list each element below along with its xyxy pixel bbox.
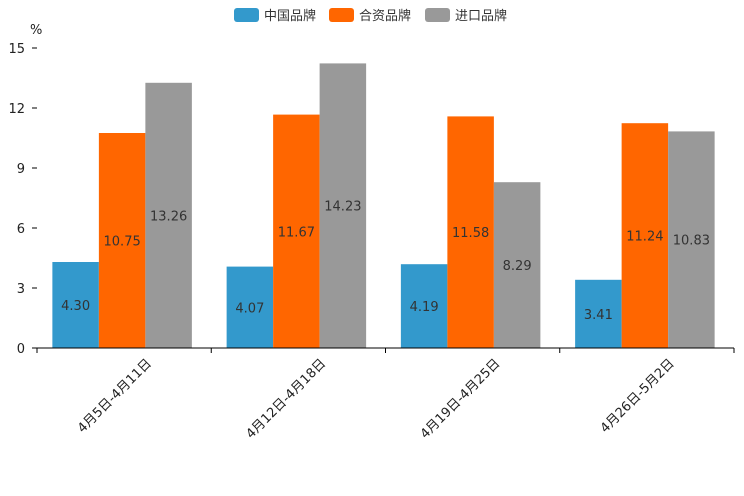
bar-value-label: 10.83 <box>673 234 710 249</box>
x-tick-label: 4月12日-4月18日 <box>243 356 329 442</box>
bar-3-1 <box>145 82 192 349</box>
bar-2-1 <box>98 133 146 348</box>
y-tick-label: 12 <box>8 102 25 117</box>
bar-2-4 <box>621 123 669 348</box>
y-tick-label: 9 <box>17 162 25 177</box>
bar-value-label: 10.75 <box>104 235 141 250</box>
bar-2-3 <box>447 116 494 349</box>
bar-1-2 <box>226 266 274 348</box>
x-tick-label: 4月19日-4月25日 <box>418 356 504 442</box>
bar-value-label: 4.30 <box>61 299 90 314</box>
bar-3-3 <box>493 182 541 348</box>
legend-swatch <box>425 8 450 22</box>
bars: 4.30 10.75 13.26 4.07 11.67 14.23 4.19 11.58 8.2… <box>52 63 715 349</box>
legend-swatch <box>329 8 354 22</box>
bar-value-label: 4.07 <box>235 301 264 316</box>
legend-item[interactable]: 合资品牌 <box>329 8 411 24</box>
bar-1-3 <box>400 264 448 348</box>
legend: 中国品牌 合资品牌 进口品牌 <box>234 8 507 24</box>
y-tick-label: 15 <box>8 42 25 57</box>
y-axis: 0 3 6 9 12 15 <box>8 42 37 357</box>
legend-item[interactable]: 中国品牌 <box>234 8 316 24</box>
legend-label: 进口品牌 <box>455 8 507 24</box>
bar-value-label: 4.19 <box>410 300 439 315</box>
bar-3-2 <box>319 63 367 349</box>
y-tick-label: 0 <box>17 342 25 357</box>
y-tick-label: 3 <box>17 282 25 297</box>
x-tick-label: 4月26日-5月2日 <box>598 356 678 436</box>
legend-label: 中国品牌 <box>264 8 316 24</box>
y-axis-unit-label: % <box>30 23 42 38</box>
bar-value-label: 8.29 <box>503 259 532 274</box>
bar-1-4 <box>575 279 622 348</box>
x-axis: 4月5日-4月11日 4月12日-4月18日 4月19日-4月25日 4月26日-5月… <box>36 347 735 442</box>
bar-value-label: 13.26 <box>150 209 187 224</box>
bar-value-label: 3.41 <box>584 308 613 323</box>
bar-value-label: 14.23 <box>324 200 361 215</box>
legend-swatch <box>234 8 259 22</box>
bar-value-label: 11.67 <box>278 225 315 240</box>
bar-1-1 <box>52 262 99 348</box>
bar-3-4 <box>668 131 715 348</box>
bar-value-label: 11.24 <box>626 230 663 245</box>
bar-value-label: 11.58 <box>452 226 489 241</box>
bar-2-2 <box>273 114 320 348</box>
y-tick-label: 6 <box>17 222 25 237</box>
legend-item[interactable]: 进口品牌 <box>425 8 507 24</box>
x-tick-label: 4月5日-4月11日 <box>75 356 155 436</box>
legend-label: 合资品牌 <box>359 8 411 24</box>
